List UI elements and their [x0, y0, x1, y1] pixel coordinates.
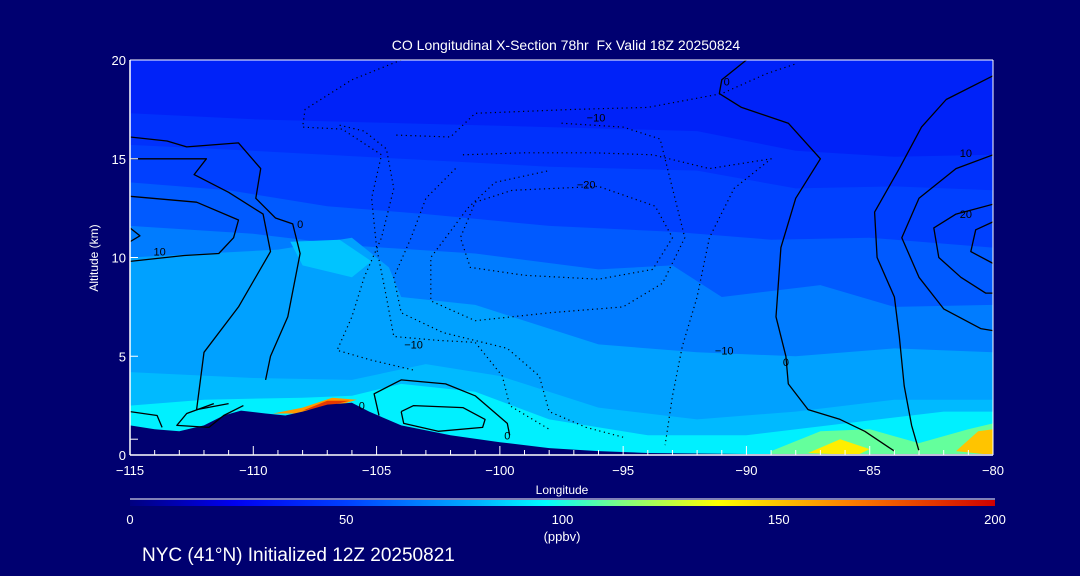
y-tick-label: 5: [119, 349, 126, 364]
footer-caption: NYC (41°N) Initialized 12Z 20250821: [142, 545, 455, 566]
co-field: [130, 60, 993, 455]
colorbar-tick-label: 0: [126, 512, 133, 527]
x-tick-label: −100: [485, 463, 514, 478]
contour-line-positive: [873, 75, 993, 452]
y-axis-label: Altitude (km): [87, 224, 101, 291]
y-tick-label: 15: [112, 152, 126, 167]
y-tick-label: 10: [112, 251, 126, 266]
contour-label: 0: [297, 219, 303, 231]
terrain: [130, 402, 993, 455]
contour-line-negative: [459, 185, 674, 280]
colorbar-tick-label: 150: [768, 512, 790, 527]
colorbar-units: (ppbv): [544, 529, 581, 544]
colorbar-tick-label: 100: [552, 512, 574, 527]
contour-line-positive: [933, 203, 993, 294]
colorbar-tick-label: 200: [984, 512, 1006, 527]
contour-label: −10: [404, 339, 423, 351]
contour-label: 10: [153, 247, 165, 259]
contour-line-negative: [462, 152, 772, 446]
y-tick-label: 20: [112, 53, 126, 68]
x-tick-label: −115: [116, 463, 144, 478]
colorbar-ticks: 0 50 100 150 200: [126, 512, 1005, 527]
contour-label: −20: [577, 179, 596, 191]
contour-line-negative: [302, 60, 550, 430]
chart-title: CO Longitudinal X-Section 78hr Fx Valid …: [392, 37, 741, 53]
contour-line-positive: [718, 60, 895, 452]
contour-label: 0: [783, 357, 789, 369]
contour-label: −10: [715, 345, 734, 357]
y-tick-label: 0: [119, 448, 126, 463]
colorbar-tick-label: 50: [339, 512, 353, 527]
contour-label: −10: [587, 112, 606, 124]
colorbar: [130, 500, 995, 506]
x-tick-label: −105: [362, 463, 391, 478]
contour-line-negative: [396, 63, 796, 138]
contour-line-positive: [130, 195, 240, 263]
contour-line-positive: [970, 221, 993, 264]
contour-line-positive: [901, 154, 993, 332]
contour-label: 20: [960, 209, 972, 221]
x-axis-label: Longitude: [536, 483, 589, 497]
contour-line-positive: [400, 404, 486, 432]
x-tick-label: −110: [239, 463, 267, 478]
co-field-region: [956, 429, 993, 455]
co-field-region: [808, 439, 870, 455]
terrain-mask: [130, 402, 993, 455]
contour-line-positive: [373, 379, 511, 436]
contour-line-positive: [130, 158, 272, 411]
x-tick-label: −85: [859, 463, 881, 478]
contour-line-positive: [130, 410, 163, 428]
co-field-region: [290, 239, 372, 278]
contour-label: 0: [359, 401, 365, 413]
contour-lines: [130, 60, 993, 452]
contour-line-positive: [130, 227, 141, 243]
x-tick-label: −90: [735, 463, 757, 478]
contour-label: 0: [504, 430, 510, 442]
contour-labels: 10 0 −10 −20 −10 −10 0 0 0 0 10 20: [153, 77, 972, 443]
x-tick-label: −95: [612, 463, 634, 478]
contour-label: 10: [960, 148, 972, 160]
x-tick-label: −80: [982, 463, 1004, 478]
contour-line-positive: [130, 136, 301, 381]
contour-label: 0: [724, 77, 730, 89]
contour-line-positive: [176, 402, 244, 429]
